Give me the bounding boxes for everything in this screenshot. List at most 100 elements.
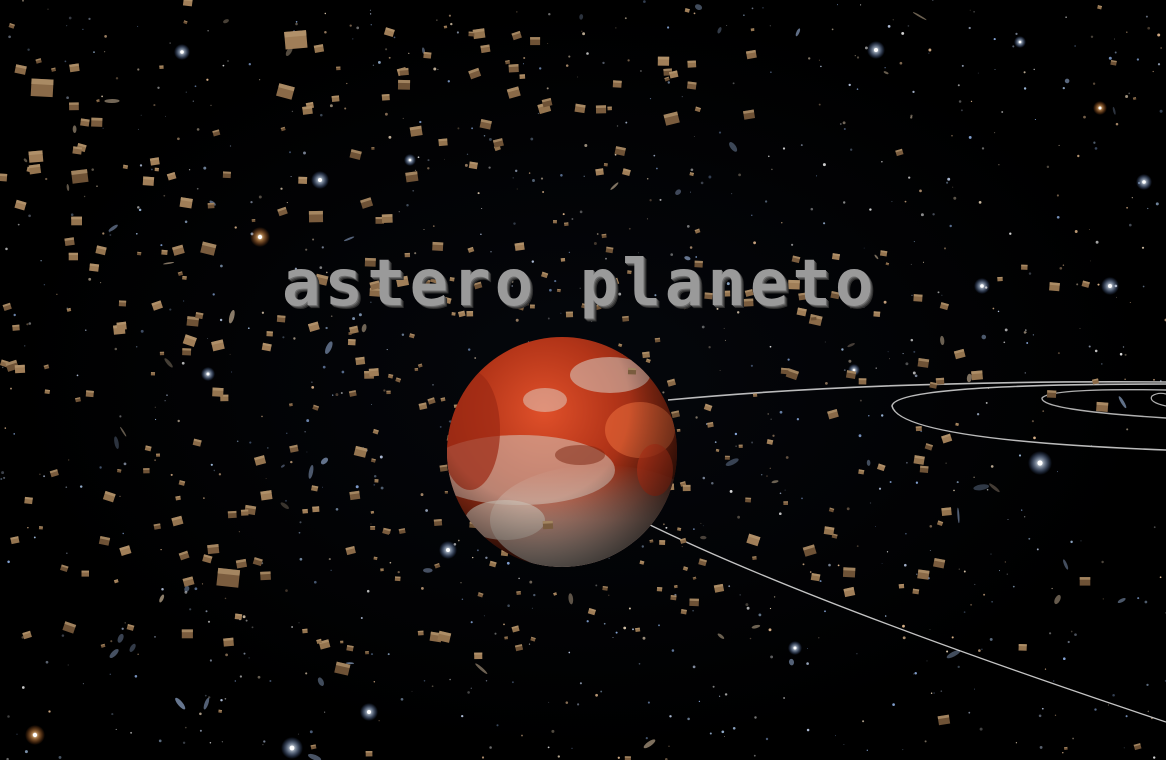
- galaxy: [120, 426, 127, 437]
- asteroid: [260, 490, 273, 501]
- star: [1159, 576, 1162, 579]
- galaxy: [1063, 559, 1069, 570]
- star: [866, 749, 868, 751]
- star: [698, 700, 701, 703]
- star: [947, 177, 951, 181]
- star: [546, 87, 549, 90]
- asteroid: [155, 453, 161, 457]
- star: [425, 509, 428, 512]
- star: [28, 322, 32, 325]
- star: [770, 418, 772, 420]
- star: [109, 234, 112, 236]
- star: [928, 48, 932, 52]
- star: [960, 109, 963, 112]
- asteroid: [375, 217, 384, 224]
- star: [248, 657, 250, 659]
- asteroid: [913, 294, 923, 302]
- star: [912, 90, 915, 94]
- bright-star-core: [980, 284, 984, 288]
- asteroid: [738, 444, 743, 448]
- star: [719, 370, 721, 372]
- star: [299, 521, 302, 524]
- asteroid: [383, 27, 395, 38]
- asteroid: [858, 469, 865, 475]
- star: [119, 415, 122, 418]
- asteroid: [516, 302, 525, 311]
- star: [528, 172, 531, 174]
- star: [227, 60, 229, 62]
- star: [460, 581, 462, 584]
- star: [1102, 598, 1104, 600]
- star: [1129, 223, 1132, 227]
- asteroid: [119, 545, 132, 556]
- asteroid: [177, 271, 184, 277]
- star: [371, 404, 373, 405]
- asteroid: [657, 56, 670, 66]
- asteroid: [788, 279, 800, 290]
- star: [1053, 680, 1055, 682]
- star: [155, 418, 157, 421]
- asteroid: [684, 8, 690, 13]
- star: [26, 323, 29, 326]
- star: [370, 653, 374, 656]
- star: [701, 325, 705, 329]
- asteroid: [360, 197, 374, 209]
- red-planet[interactable]: [425, 337, 710, 575]
- star: [904, 200, 907, 203]
- star: [65, 486, 68, 489]
- star: [383, 389, 386, 392]
- star: [998, 570, 1001, 572]
- galaxy: [104, 98, 120, 104]
- asteroid: [368, 368, 380, 377]
- galaxy: [72, 125, 77, 133]
- star: [913, 350, 916, 353]
- asteroid: [136, 251, 142, 256]
- star: [1114, 38, 1115, 40]
- star: [568, 55, 571, 58]
- asteroid: [334, 661, 351, 676]
- star: [56, 293, 58, 295]
- star: [1007, 519, 1009, 520]
- star: [210, 463, 213, 466]
- galaxy: [184, 585, 190, 592]
- star: [101, 95, 103, 98]
- star: [932, 213, 935, 216]
- star: [646, 218, 648, 220]
- star: [199, 712, 202, 716]
- asteroid: [556, 288, 561, 293]
- star: [562, 213, 565, 216]
- asteroid: [80, 118, 90, 127]
- star: [17, 223, 20, 226]
- asteroid: [418, 402, 428, 410]
- star: [335, 393, 339, 397]
- star: [560, 312, 562, 314]
- star: [796, 418, 800, 421]
- star: [902, 353, 904, 355]
- galaxy: [874, 254, 879, 260]
- star: [1042, 410, 1045, 412]
- star: [1065, 16, 1067, 18]
- star: [355, 485, 359, 489]
- star: [196, 128, 200, 131]
- asteroid: [723, 278, 728, 282]
- star: [997, 310, 1000, 313]
- star: [1079, 327, 1081, 329]
- asteroid: [682, 566, 689, 572]
- star: [577, 76, 579, 78]
- asteroid: [395, 275, 410, 288]
- star: [919, 189, 922, 193]
- star: [27, 48, 30, 51]
- star: [66, 25, 68, 27]
- star: [344, 107, 347, 110]
- asteroid: [659, 540, 666, 546]
- asteroid: [251, 219, 256, 223]
- star: [915, 481, 919, 484]
- asteroid: [154, 167, 159, 172]
- star: [720, 291, 723, 294]
- star: [423, 229, 425, 231]
- star: [926, 660, 928, 662]
- star: [249, 441, 252, 444]
- star: [329, 104, 333, 108]
- star: [608, 594, 610, 596]
